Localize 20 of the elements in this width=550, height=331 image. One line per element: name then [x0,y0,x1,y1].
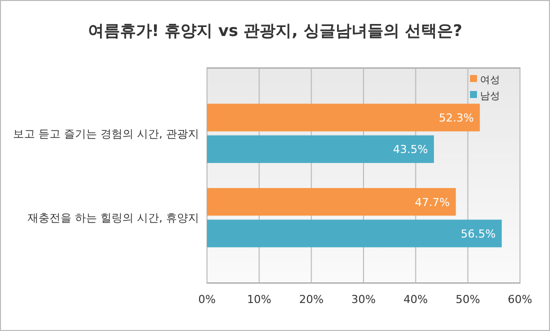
chart-title: 여름휴가! 휴양지 vs 관광지, 싱글남녀들의 선택은? [88,21,462,40]
bar [207,188,456,216]
data-label: 56.5% [460,227,496,240]
data-label: 52.3% [438,112,474,125]
x-tick-label: 0% [198,293,216,306]
legend-label: 남성 [480,91,500,102]
x-tick-label: 10% [246,293,272,306]
data-label: 47.7% [414,196,450,209]
data-label: 43.5% [392,143,428,156]
x-tick-label: 30% [351,293,376,306]
x-tick-label: 60% [508,293,532,306]
x-tick-label: 20% [299,293,324,306]
y-tick-label: 재충전을 하는 힐링의 시간, 휴양지 [28,212,199,225]
x-tick-label: 40% [403,293,428,306]
y-tick-label: 보고 듣고 즐기는 경험의 시간, 관광지 [13,127,199,140]
bar [207,135,434,163]
legend-label: 여성 [480,75,500,86]
bar [207,104,480,132]
x-tick-label: 50% [456,293,480,306]
bar [207,220,502,248]
